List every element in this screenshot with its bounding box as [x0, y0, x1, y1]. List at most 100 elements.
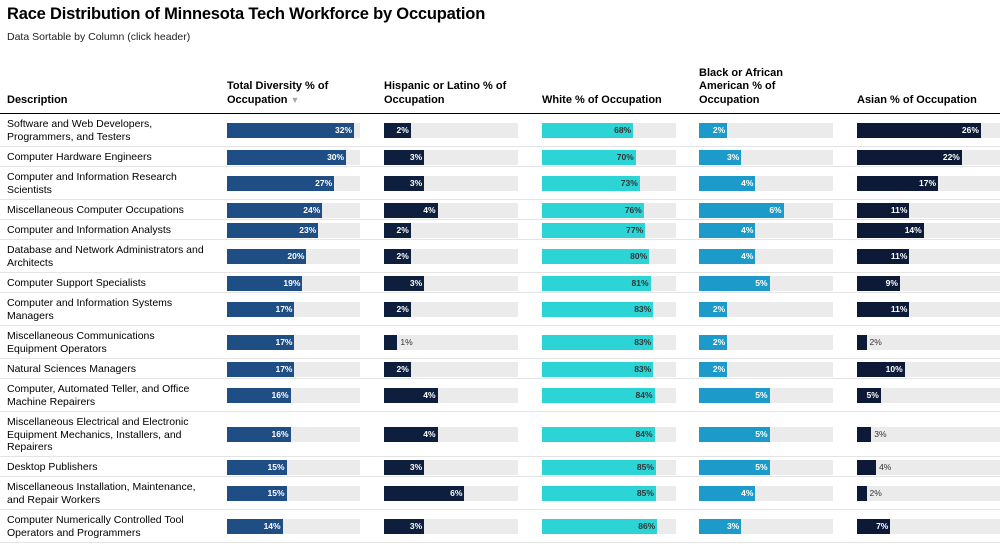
bar-track-white: 84% [542, 388, 676, 403]
table-row: Miscellaneous Communications Equipment O… [0, 326, 1000, 359]
bar-track-hispanic: 2% [384, 249, 518, 264]
bar-track-white: 73% [542, 176, 676, 191]
bar-label-white: 86% [638, 521, 656, 531]
bar-track-asian: 26% [857, 123, 1000, 138]
bar-black [699, 249, 756, 264]
bar-label-white: 83% [634, 364, 652, 374]
bar-track-black: 2% [699, 123, 833, 138]
bar-total [227, 519, 283, 534]
bar-label-total: 15% [267, 462, 285, 472]
table-row: Miscellaneous Computer Occupations 24% 4% 7… [0, 200, 1000, 220]
bar-label-total: 15% [267, 488, 285, 498]
row-description: Computer, Automated Teller, and Office M… [7, 383, 190, 408]
bar-track-hispanic: 4% [384, 427, 518, 442]
bar-track-white: 83% [542, 302, 676, 317]
bar-asian [857, 123, 981, 138]
bar-label-black: 5% [755, 462, 768, 472]
bar-white [542, 519, 658, 534]
bar-track-asian: 14% [857, 223, 1000, 238]
bar-track-asian: 9% [857, 276, 1000, 291]
bar-track-white: 84% [542, 427, 676, 442]
bar-track-black: 3% [699, 150, 833, 165]
bar-asian [857, 223, 924, 238]
bar-track-white: 83% [542, 362, 676, 377]
table-row: Miscellaneous Installation, Maintenance,… [0, 477, 1000, 510]
bar-track-hispanic: 3% [384, 519, 518, 534]
bar-label-total: 24% [303, 205, 321, 215]
row-description: Computer and Information Analysts [7, 224, 172, 236]
bar-track-black: 6% [699, 203, 833, 218]
bar-asian [857, 362, 905, 377]
bar-track-asian: 2% [857, 486, 1000, 501]
bar-hispanic [384, 486, 465, 501]
bar-track-total: 17% [227, 362, 360, 377]
bar-asian [857, 302, 910, 317]
bar-label-total: 16% [271, 390, 289, 400]
bar-label-total: 16% [271, 429, 289, 439]
bar-label-white: 68% [614, 125, 632, 135]
bar-label-asian: 22% [942, 152, 960, 162]
bar-track-hispanic: 2% [384, 302, 518, 317]
bar-white [542, 150, 636, 165]
bar-label-white: 84% [635, 390, 653, 400]
bar-label-asian: 11% [890, 251, 908, 261]
header-total-diversity[interactable]: Total Diversity % of Occupation ▼ [227, 80, 329, 106]
bar-track-black: 5% [699, 427, 833, 442]
header-hispanic[interactable]: Hispanic or Latino % of Occupation [384, 80, 507, 106]
bar-label-hispanic: 6% [450, 488, 463, 498]
bar-label-white: 85% [636, 462, 654, 472]
bar-track-black: 3% [699, 519, 833, 534]
bar-track-total: 23% [227, 223, 360, 238]
bar-total [227, 276, 303, 291]
row-description: Miscellaneous Installation, Maintenance,… [7, 481, 196, 506]
bar-black [699, 276, 770, 291]
bar-total [227, 388, 291, 403]
bar-label-hispanic: 4% [423, 429, 436, 439]
bar-asian [857, 176, 939, 191]
bar-label-black: 4% [741, 488, 754, 498]
bar-label-total: 27% [315, 178, 333, 188]
bar-label-hispanic: 2% [396, 125, 409, 135]
bar-track-total: 14% [227, 519, 360, 534]
bar-label-total: 14% [263, 521, 281, 531]
bar-track-white: 76% [542, 203, 676, 218]
bar-hispanic [384, 427, 438, 442]
bar-label-white: 70% [616, 152, 634, 162]
bar-label-asian: 4% [879, 462, 892, 472]
bar-white [542, 486, 656, 501]
bar-label-black: 5% [755, 278, 768, 288]
bar-label-hispanic: 3% [409, 462, 423, 472]
bar-total [227, 203, 323, 218]
header-white[interactable]: White % of Occupation [542, 93, 662, 106]
bar-label-hispanic: 3% [409, 178, 423, 188]
bar-white [542, 388, 655, 403]
bar-label-black: 2% [712, 304, 726, 314]
bar-asian [857, 276, 900, 291]
row-description: Miscellaneous Communications Equipment O… [7, 330, 155, 355]
header-asian[interactable]: Asian % of Occupation [857, 93, 977, 106]
bar-track-asian: 10% [857, 362, 1000, 377]
bar-total [227, 335, 295, 350]
header-description[interactable]: Description [7, 93, 68, 106]
bar-label-asian: 9% [885, 278, 898, 288]
bar-label-black: 6% [769, 205, 782, 215]
header-black[interactable]: Black or African American % of Occupatio… [699, 66, 783, 106]
bar-hispanic [384, 519, 425, 534]
row-description: Desktop Publishers [7, 461, 98, 473]
bar-label-black: 4% [741, 178, 754, 188]
bar-track-hispanic: 3% [384, 460, 518, 475]
bar-track-white: 86% [542, 519, 676, 534]
bar-track-hispanic: 3% [384, 276, 518, 291]
bar-label-asian: 2% [869, 337, 882, 347]
bar-track-black: 4% [699, 223, 833, 238]
bar-label-white: 85% [636, 488, 654, 498]
bar-label-total: 17% [275, 337, 293, 347]
sort-down-icon: ▼ [290, 94, 300, 105]
bar-track-black: 2% [699, 335, 833, 350]
table-row: Computer Support Specialists 19% 3% 81% 5% 9% [0, 273, 1000, 293]
row-description: Computer and Information Systems Manager… [7, 297, 173, 322]
row-description: Computer Hardware Engineers [7, 151, 152, 163]
bar-white [542, 123, 634, 138]
bar-white [542, 362, 654, 377]
bar-asian [857, 519, 891, 534]
